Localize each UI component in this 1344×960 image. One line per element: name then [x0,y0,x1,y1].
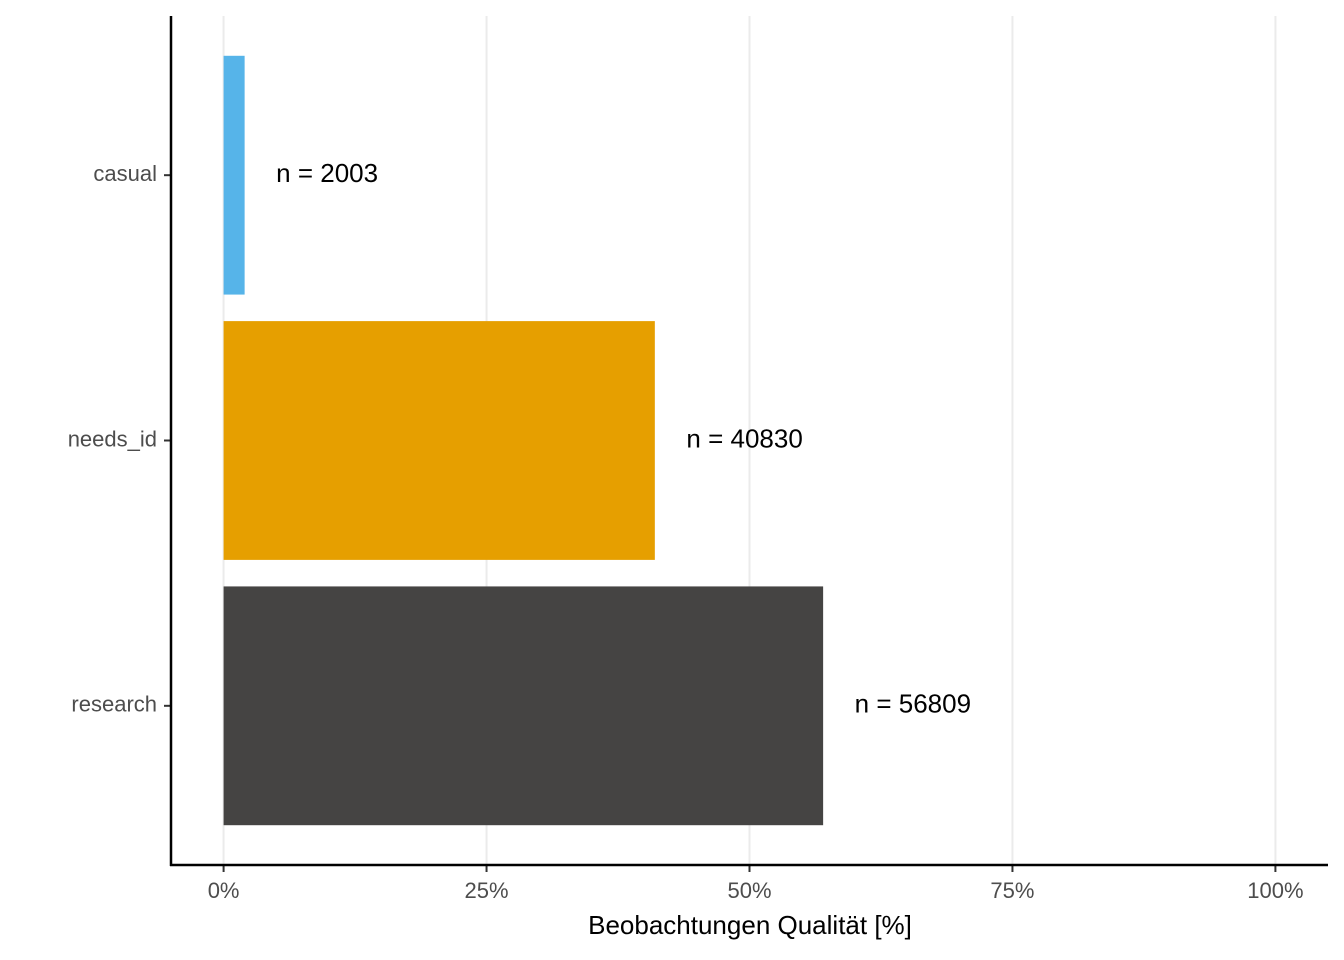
x-axis-title: Beobachtungen Qualität [%] [588,910,912,940]
bar-label: n = 40830 [686,423,802,453]
bar [223,55,245,295]
x-tick-label: 50% [727,878,771,903]
x-tick-label: 0% [208,878,240,903]
x-tick-label: 100% [1247,878,1303,903]
y-tick-label: casual [93,161,157,186]
bar [223,586,824,826]
bar-label: n = 56809 [855,689,971,719]
y-tick-label: needs_id [68,426,157,451]
x-tick-label: 25% [465,878,509,903]
bar [223,321,655,560]
y-tick-label: research [71,692,157,717]
x-tick-label: 75% [990,878,1034,903]
bar-label: n = 2003 [276,158,378,188]
